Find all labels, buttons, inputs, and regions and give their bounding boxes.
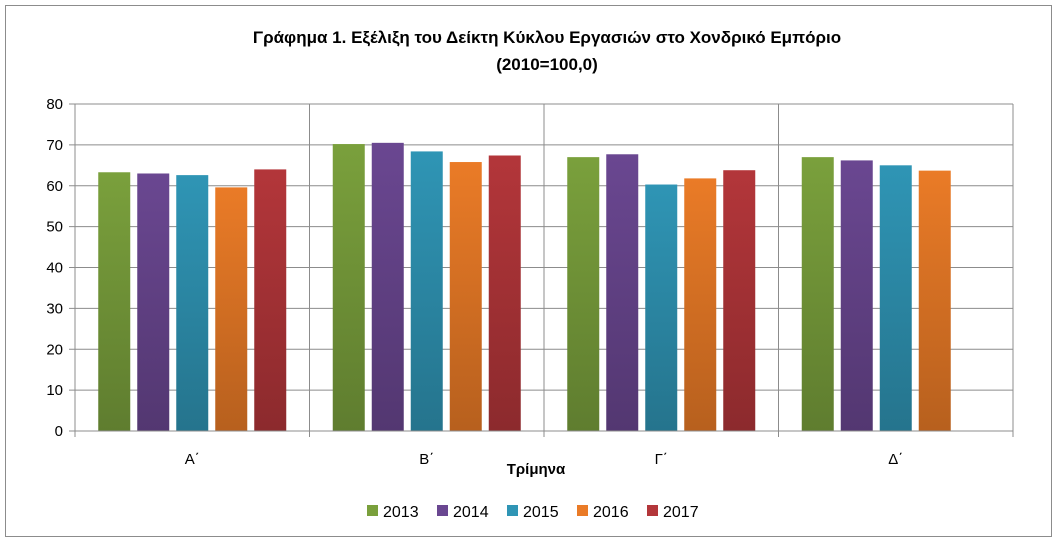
x-tick-label: Δ΄ <box>888 451 903 468</box>
y-tick-labels: 0 10 20 30 40 50 60 70 80 <box>46 96 63 440</box>
bar-2017-3 <box>723 170 756 431</box>
bar-2014-1 <box>137 173 170 432</box>
bar-2015-4 <box>879 165 912 431</box>
bar-2015-3 <box>645 184 678 431</box>
bar-2016-2 <box>449 162 482 432</box>
bar-2014-4 <box>840 160 873 431</box>
bar-2016-4 <box>918 170 951 431</box>
bar-2015-2 <box>410 151 443 432</box>
bar-2013-3 <box>567 157 600 431</box>
x-tick-label: Γ΄ <box>655 451 668 468</box>
y-tick-label: 10 <box>46 382 63 399</box>
y-tick-label: 70 <box>46 137 63 154</box>
bar-2017-1 <box>254 169 287 431</box>
bar-2014-2 <box>371 142 404 432</box>
y-tick-label: 60 <box>46 178 63 195</box>
x-tick-labels: Α΄ Β΄ Γ΄ Δ΄ <box>185 451 904 468</box>
bar-2017-2 <box>488 155 521 431</box>
bar-2016-1 <box>215 187 248 431</box>
y-tick-label: 50 <box>46 219 63 236</box>
x-tick-label: Β΄ <box>419 451 434 468</box>
y-tick-label: 30 <box>46 300 63 317</box>
legend-swatch-2016 <box>577 505 588 516</box>
legend-swatch-2013 <box>367 505 378 516</box>
x-tick-label: Α΄ <box>185 451 200 468</box>
bar-2013-4 <box>801 157 834 431</box>
bar-2016-3 <box>684 178 717 431</box>
bar-2015-1 <box>176 175 209 431</box>
y-tick-label: 80 <box>46 96 63 113</box>
legend-label-2017: 2017 <box>663 504 699 521</box>
bars <box>98 142 951 432</box>
legend-label-2014: 2014 <box>453 504 489 521</box>
legend-label-2016: 2016 <box>593 504 629 521</box>
y-tick-label: 40 <box>46 260 63 277</box>
legend: 2013 2014 2015 2016 2017 <box>367 504 699 521</box>
legend-swatch-2014 <box>437 505 448 516</box>
chart-title: Γράφημα 1. Εξέλιξη του Δείκτη Κύκλου Εργ… <box>252 28 842 47</box>
bar-2014-3 <box>606 154 639 431</box>
y-tick-label: 20 <box>46 341 63 358</box>
y-tick-label: 0 <box>55 423 63 440</box>
bar-2013-2 <box>332 144 365 431</box>
axes <box>74 104 1014 437</box>
legend-swatch-2015 <box>507 505 518 516</box>
legend-label-2013: 2013 <box>383 504 419 521</box>
bar-2013-1 <box>98 172 131 432</box>
legend-swatch-2017 <box>647 505 658 516</box>
chart-subtitle: (2010=100,0) <box>496 55 598 74</box>
legend-label-2015: 2015 <box>523 504 559 521</box>
x-axis-title: Τρίμηνα <box>507 461 566 478</box>
chart-title-block: Γράφημα 1. Εξέλιξη του Δείκτη Κύκλου Εργ… <box>0 24 1060 78</box>
